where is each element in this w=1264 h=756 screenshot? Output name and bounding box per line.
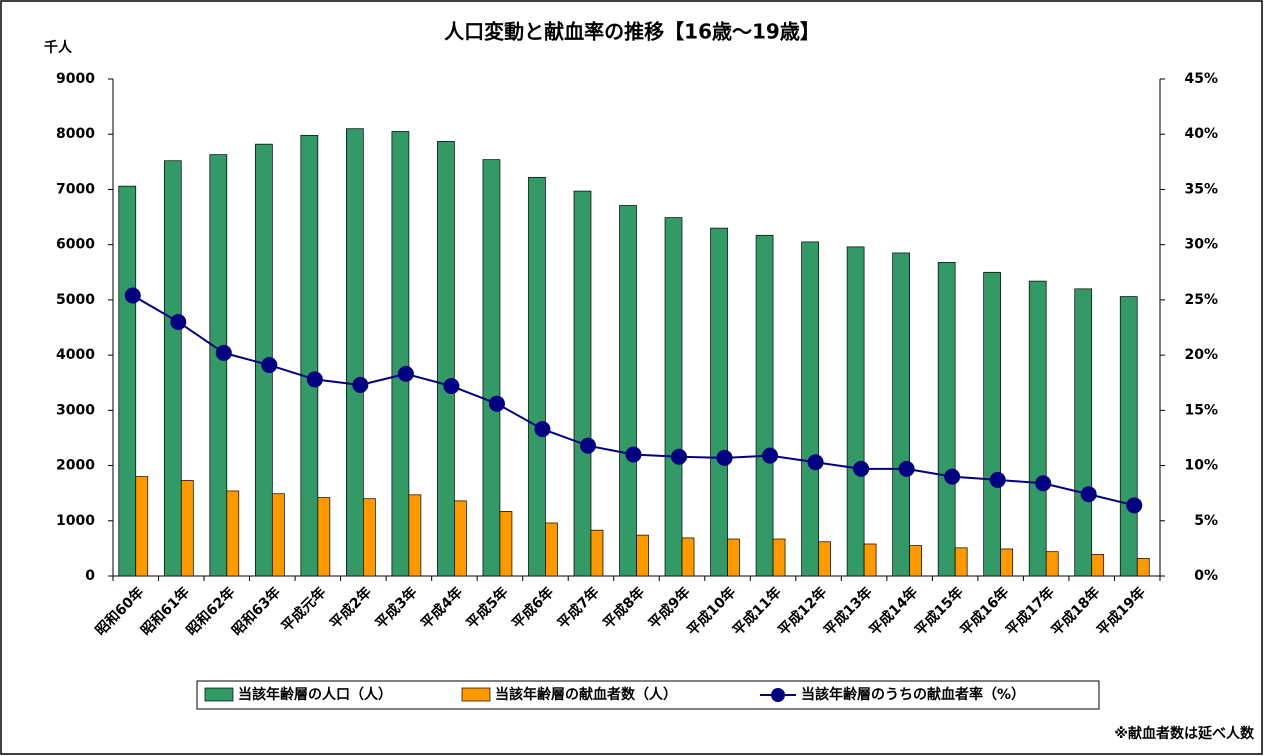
y-tick-label: 8000 [56,126,95,142]
line-marker [579,437,596,454]
chart-title: 人口変動と献血率の推移【16歳～19歳】 [444,20,820,44]
y-tick-label: 9000 [56,71,95,87]
bar [317,497,331,577]
bar [1119,296,1138,577]
y2-tick-label: 15% [1184,402,1218,418]
bar [408,494,422,577]
line-marker [716,449,733,466]
bar [118,185,137,577]
bar [727,538,740,577]
bar [437,141,455,577]
line-marker [352,376,369,393]
y-tick-label: 0 [85,568,95,584]
bar [664,217,683,577]
line-marker [898,460,915,477]
y-tick-label: 5000 [56,292,95,308]
bar [818,541,831,577]
legend-swatch [461,687,491,702]
bar [755,234,774,577]
line-marker [807,454,824,471]
bar [1000,548,1014,577]
bar [983,271,1002,577]
y2-tick-label: 10% [1184,458,1218,474]
bar [772,538,786,577]
line-marker [124,287,141,304]
y2-tick-label: 20% [1184,347,1218,363]
bar [710,227,728,577]
y2-tick-label: 40% [1184,126,1218,142]
legend-box [196,680,1100,710]
bar [846,246,865,577]
line-marker [671,448,688,465]
legend-label: 当該年齢層の人口（人） [238,686,392,703]
line-marker [534,421,551,438]
bar [163,160,182,577]
bar [499,511,513,577]
y-tick-label: 4000 [56,347,95,363]
y-tick-label: 3000 [56,402,95,418]
y-unit-label: 千人 [44,39,73,56]
bar [363,498,376,577]
line-marker [625,446,642,463]
y2-tick-label: 30% [1184,237,1218,253]
line-marker [488,395,505,412]
footnote: ※献血者数は延べ人数 [1114,725,1255,742]
bar [909,545,922,577]
line-marker [170,313,187,330]
bar [681,537,695,577]
legend-marker [771,688,785,702]
bar [180,480,194,577]
y2-tick-label: 45% [1184,71,1218,87]
y-tick-label: 2000 [56,458,95,474]
line-marker [989,471,1006,488]
bar [1136,557,1150,577]
bar [801,241,819,577]
bar [271,493,285,577]
bar [300,134,319,577]
legend-label: 当該年齢層のうちの献血者率（%） [801,686,1025,703]
y-tick-label: 7000 [56,181,95,197]
bar [391,131,410,577]
bar [1028,280,1047,577]
bar [573,190,592,577]
y-tick-label: 6000 [56,237,95,253]
bar [590,529,604,577]
bar [863,543,877,577]
line-marker [1035,475,1052,492]
bar [954,547,968,577]
line-marker [215,344,232,361]
bar [209,154,228,577]
legend-swatch [204,687,234,702]
line-marker [397,365,414,382]
legend-label: 当該年齢層の献血者数（人） [495,686,677,703]
bar [619,205,637,577]
line-marker [306,371,323,388]
y2-tick-label: 0% [1194,568,1218,584]
line-marker [443,378,460,395]
bar [636,534,649,577]
line-marker [853,460,870,477]
bar [545,522,558,577]
bar [454,500,467,577]
line-marker [1080,486,1097,503]
bar [135,476,149,577]
y2-tick-label: 5% [1194,513,1218,529]
bar [346,128,364,577]
line-marker [762,447,779,464]
y2-tick-label: 25% [1184,292,1218,308]
bar [892,252,910,577]
y2-tick-label: 35% [1184,181,1218,197]
bar [482,159,501,577]
line-marker [1126,497,1143,514]
bar [226,490,240,577]
line-marker [261,357,278,374]
bar [528,176,546,577]
bar [1045,551,1059,577]
bar [1074,288,1093,577]
bar [937,261,956,577]
line-marker [944,468,961,485]
y-tick-label: 1000 [56,513,95,529]
bar [1091,554,1105,577]
